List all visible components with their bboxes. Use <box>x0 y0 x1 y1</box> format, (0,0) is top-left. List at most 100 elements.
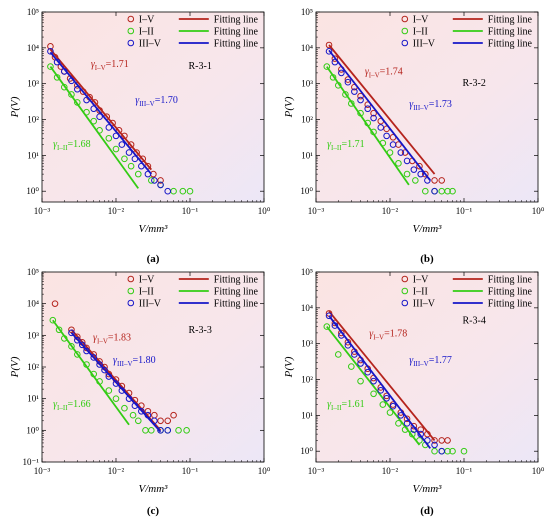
x-tick-label: 10⁻³ <box>308 466 325 476</box>
data-point <box>403 420 411 427</box>
data-point <box>431 437 438 444</box>
data-point <box>395 160 402 167</box>
data-point <box>431 187 438 195</box>
x-tick-label: 10⁻³ <box>308 206 325 216</box>
data-point <box>157 181 164 189</box>
data-point <box>377 124 385 131</box>
chart-panel-1: 10⁻³ 10⁻² 10⁻¹ 10⁰ 10⁰ 10¹ 10² 10³ 10⁴ 10⁵ V/mm³ P(… <box>9 7 271 265</box>
y-tick-label: 10¹ <box>301 410 313 420</box>
data-point <box>338 69 345 77</box>
data-point <box>403 157 411 165</box>
gamma-subscript: III–V <box>117 360 133 368</box>
data-point <box>164 187 172 195</box>
data-point <box>357 96 364 104</box>
x-axis-label: V/mm³ <box>139 223 169 235</box>
gamma-annotation: γI–II=1.61 <box>327 399 365 412</box>
legend-marker-label: III–V <box>413 39 436 50</box>
data-point <box>444 187 451 195</box>
legend-marker-label: III–V <box>139 299 162 310</box>
data-point <box>134 170 142 178</box>
data-point <box>49 316 57 324</box>
gamma-value: =1.68 <box>68 139 91 150</box>
legend: I–V Fitting line I–II Fitting line III–V Fitt… <box>401 15 533 50</box>
y-tick-label: 10⁻¹ <box>23 457 40 467</box>
legend-line-label: Fitting line <box>214 299 259 310</box>
gamma-subscript: I–V <box>369 72 380 80</box>
gamma-annotation: γI–V=1.83 <box>93 332 131 345</box>
gamma-subscript: I–V <box>373 334 384 342</box>
y-tick-label: 10⁰ <box>26 425 39 435</box>
fitting-line <box>328 44 436 175</box>
gamma-annotation: γI–V=1.74 <box>365 67 403 80</box>
gamma-annotation: γI–V=1.78 <box>369 329 407 342</box>
x-tick-label: 10⁻³ <box>34 206 51 216</box>
legend-marker <box>401 15 409 23</box>
plot-area <box>315 11 539 203</box>
data-point <box>389 141 397 148</box>
y-tick-label: 10⁵ <box>301 267 313 277</box>
data-point <box>175 427 182 434</box>
legend-marker-label: I–V <box>413 275 429 286</box>
legend-marker <box>127 39 135 47</box>
data-point <box>47 48 54 55</box>
fitting-line <box>52 319 130 426</box>
data-point <box>416 162 423 170</box>
data-point <box>417 170 425 178</box>
legend-line-label: Fitting line <box>214 39 259 50</box>
data-point <box>129 411 137 419</box>
legend-marker-label: I–V <box>413 15 429 26</box>
data-point <box>397 412 405 419</box>
x-tick-label: 10⁻¹ <box>182 466 199 476</box>
y-tick-label: 10⁴ <box>27 43 39 53</box>
data-point <box>118 141 126 148</box>
x-tick-label: 10⁰ <box>258 206 271 216</box>
series-2 <box>47 48 172 195</box>
gamma-value: =1.80 <box>133 355 156 366</box>
data-point <box>127 141 135 148</box>
data-point <box>68 329 75 337</box>
y-tick-label: 10⁵ <box>27 267 39 277</box>
data-point <box>379 401 387 408</box>
y-tick-label: 10² <box>301 115 313 125</box>
legend-marker <box>401 39 409 47</box>
data-point <box>96 361 103 368</box>
data-point <box>460 447 468 455</box>
y-tick-label: 10² <box>301 375 313 385</box>
y-tick-label: 10² <box>27 115 39 125</box>
legend-marker-label: I–II <box>413 27 428 38</box>
legend-line-label: Fitting line <box>488 299 533 310</box>
series-1 <box>47 63 194 195</box>
data-point <box>179 187 187 195</box>
data-point <box>412 177 419 184</box>
y-tick-label: 10¹ <box>27 150 39 160</box>
x-tick-label: 10⁻³ <box>34 466 51 476</box>
fitting-line <box>49 48 152 171</box>
gamma-value: =1.71 <box>342 139 365 150</box>
data-point <box>74 351 81 358</box>
data-point <box>431 447 438 455</box>
legend-line-label: Fitting line <box>488 287 533 298</box>
data-point <box>127 162 135 170</box>
data-point <box>364 368 372 376</box>
data-point <box>449 187 456 195</box>
y-tick-label: 10³ <box>27 79 39 89</box>
gamma-value: =1.74 <box>380 67 403 78</box>
data-point <box>83 347 90 355</box>
gamma-value: =1.70 <box>155 95 178 106</box>
data-point <box>383 394 390 402</box>
legend-marker-label: III–V <box>139 39 162 50</box>
data-point <box>68 91 75 98</box>
data-point <box>449 447 456 455</box>
panel-label: (c) <box>147 505 160 517</box>
legend-marker <box>127 27 135 35</box>
gamma-value: =1.73 <box>429 99 452 110</box>
y-tick-label: 10⁴ <box>301 303 313 313</box>
y-tick-label: 10¹ <box>301 150 313 160</box>
panel-label: (d) <box>420 505 434 517</box>
y-axis-label: P(V) <box>9 96 21 118</box>
legend-marker-label: I–V <box>139 275 155 286</box>
legend: I–V Fitting line I–II Fitting line III–V Fitt… <box>127 15 259 50</box>
data-point <box>101 366 108 374</box>
data-point <box>51 300 59 307</box>
y-tick-label: 10⁴ <box>27 299 39 309</box>
